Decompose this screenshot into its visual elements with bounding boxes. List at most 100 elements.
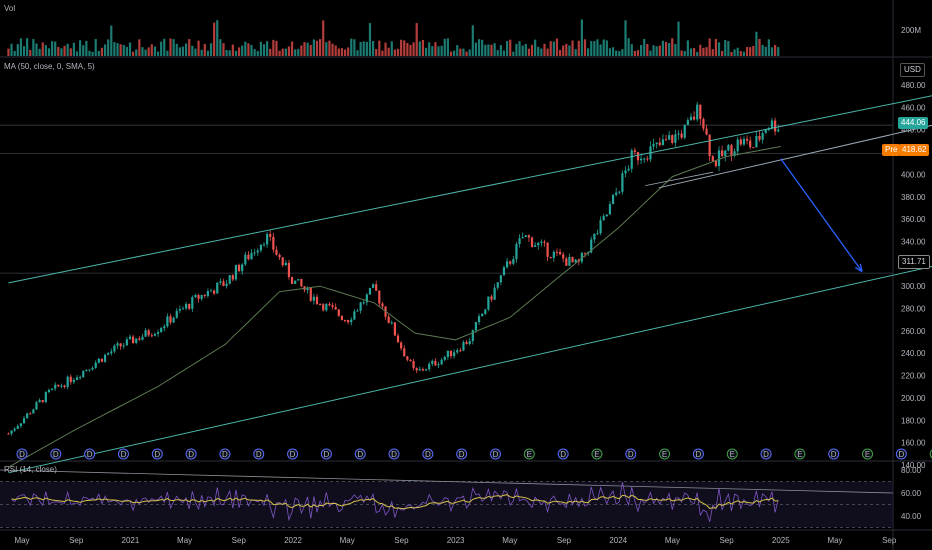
event-marker-label: E [662,450,667,459]
volume-bar [50,41,54,56]
candle-body [449,350,453,357]
candle-body [630,150,633,169]
volume-bar [32,39,35,56]
volume-bar [85,40,88,56]
candle-body [256,250,259,253]
candle-body [742,138,746,145]
candle-body [484,309,487,314]
candle-body [543,241,546,243]
volume-bar [583,39,587,56]
candle-body [530,237,534,247]
candle-body [91,367,94,370]
event-marker-label: D [459,450,465,459]
candle-body [639,158,643,161]
candle-body [505,261,509,268]
candle-body [699,104,702,119]
candle-body [365,294,368,303]
volume-bar [764,46,767,56]
time-tick-label: Sep [394,536,409,545]
volume-bar [16,44,19,56]
candle-body [231,275,234,280]
candle-body [658,142,661,146]
volume-bar [546,48,549,56]
volume-bar [188,39,191,56]
candle-body [306,287,309,291]
volume-bar [406,43,409,56]
volume-bar [119,44,122,56]
event-marker [287,448,299,460]
currency-label[interactable]: USD [900,63,925,77]
volume-title: Vol [4,4,16,13]
last-price-tag: 444.06 [898,117,929,129]
candle-body [107,353,110,355]
volume-bar [774,44,777,56]
rsi-line [11,482,779,522]
candle-body [312,296,315,301]
candle-body [733,151,736,156]
rsi-trendline [0,469,894,494]
candle-body [428,363,431,370]
event-marker-label: E [865,450,870,459]
candle-body [356,310,359,312]
candle-body [652,144,655,147]
candle-body [515,243,518,260]
volume-bar [384,42,387,56]
volume-bar [82,45,85,56]
event-marker [117,448,129,460]
volume-bar [568,45,571,56]
candle-body [100,358,104,362]
volume-bar [692,48,696,56]
candle-body [727,145,730,151]
volume-bar [290,41,294,56]
volume-bar [150,44,153,56]
volume-bar [428,42,431,56]
candle-body [113,345,116,352]
candle-body [85,369,88,371]
volume-bar [434,42,437,56]
candle-body [88,369,91,371]
candle-body [163,326,166,329]
volume-bar [69,48,72,56]
candle-body [752,147,755,149]
time-tick-label: Sep [557,536,572,545]
volume-bar [166,50,169,56]
candle-body [636,152,640,161]
candle-body [54,384,57,389]
volume-bar [468,49,471,56]
candle-body [546,242,549,257]
candle-body [465,342,468,345]
volume-bar [206,50,210,56]
event-marker [895,448,907,460]
candle-body [144,330,147,337]
volume-bar [315,40,319,56]
volume-bar [721,50,724,56]
candle-body [646,158,649,160]
event-marker [591,448,603,460]
candle-body [290,277,294,284]
event-marker [320,448,332,460]
volume-bar [175,43,178,56]
candle-body [266,234,269,245]
candle-body [611,194,615,205]
volume-bar [219,39,222,56]
volume-bar [72,42,75,56]
candle-body [26,413,29,419]
volume-bar [509,39,512,56]
volume-bar [403,40,406,56]
candle-body [300,279,303,287]
volume-bar [54,41,57,56]
candle-body [250,252,253,260]
volume-bar [424,47,428,56]
candle-body [540,241,543,243]
price-tick-label: 340.00 [901,237,926,246]
volume-bar [172,39,175,56]
volume-bar [181,46,185,56]
candle-body [200,295,203,299]
candle-body [633,150,636,153]
volume-bar [699,44,702,56]
volume-bar [456,45,459,56]
channel-line-middle [658,124,932,189]
candle-body [624,170,627,174]
volume-bar [371,40,375,56]
